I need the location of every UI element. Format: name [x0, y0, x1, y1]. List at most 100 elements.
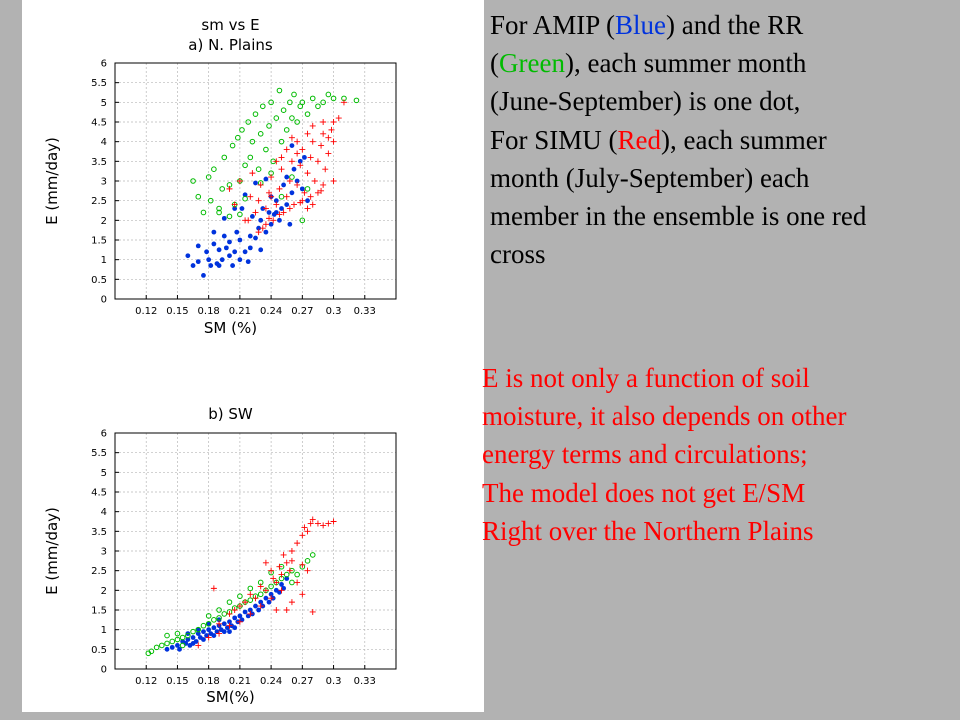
green-circle: [235, 134, 241, 141]
blue-dot: [230, 263, 236, 268]
blue-dot: [302, 155, 307, 160]
blue-dot: [305, 198, 310, 204]
green-circle: [289, 579, 295, 586]
red-cross: [268, 193, 275, 200]
green-circle: [273, 115, 280, 121]
blue-dot: [253, 235, 258, 241]
red-cross: [304, 567, 311, 574]
blue-dot: [190, 641, 196, 646]
green-circle: [245, 119, 252, 125]
red-cross: [322, 166, 329, 173]
green-circle: [207, 197, 214, 204]
series-filled-dot: [185, 143, 310, 278]
green-circle: [169, 638, 176, 645]
green-circle: [195, 626, 202, 633]
blue-dot: [164, 646, 170, 652]
blue-dot: [190, 263, 196, 268]
red-cross: [304, 130, 311, 137]
red-cross: [307, 520, 314, 527]
y-tick-label: 5.5: [91, 448, 107, 459]
red-cross: [283, 146, 290, 153]
conclusion-line3: energy terms and circulations;: [482, 439, 808, 470]
y-tick-label: 0: [101, 665, 107, 676]
red-cross: [330, 138, 337, 145]
green-circle: [237, 593, 243, 600]
blue-dot: [232, 625, 238, 631]
blue-dot: [201, 273, 206, 278]
red-cross: [273, 579, 280, 586]
red-cross: [266, 215, 273, 222]
green-circle: [330, 95, 337, 102]
blue-dot: [289, 190, 295, 196]
green-circle: [221, 611, 228, 617]
blue-dot: [277, 217, 282, 223]
x-tick-label: 0.12: [135, 306, 157, 317]
green-circle: [247, 597, 254, 603]
green-circle: [164, 632, 170, 639]
blue-dot: [232, 206, 238, 211]
blue-dot: [273, 210, 279, 215]
blue-dot: [177, 646, 182, 652]
blue-dot: [281, 182, 286, 188]
x-tick-label: 0.18: [198, 676, 220, 687]
red-cross: [205, 634, 212, 641]
green-circle: [287, 99, 293, 106]
blue-dot: [247, 245, 253, 251]
legend-line2-suffix: ), each summer month: [564, 48, 807, 79]
blue-dot: [245, 259, 251, 265]
red-cross: [309, 201, 316, 208]
blue-dot: [216, 247, 222, 253]
blue-dot: [195, 243, 201, 249]
red-cross: [245, 217, 252, 224]
y-tick-label: 2.5: [91, 566, 107, 577]
blue-dot: [214, 629, 220, 635]
blue-dot: [247, 233, 253, 239]
red-cross: [249, 170, 256, 177]
red-cross: [280, 209, 287, 216]
red-cross: [299, 591, 306, 598]
red-cross: [236, 603, 243, 610]
green-circle: [283, 127, 290, 133]
legend-line7: cross: [490, 239, 546, 270]
blue-dot: [195, 259, 201, 265]
green-circle: [205, 620, 212, 627]
green-circle: [247, 585, 254, 592]
green-circle: [276, 87, 283, 94]
green-circle: [185, 632, 191, 639]
blue-dot: [237, 613, 243, 619]
green-circle: [242, 195, 248, 202]
x-tick-label: 0.12: [135, 676, 157, 687]
green-circle: [255, 166, 262, 172]
red-cross: [247, 193, 254, 200]
series-filled-dot: [164, 576, 290, 652]
red-cross: [278, 587, 285, 594]
red-cross: [330, 518, 337, 525]
blue-dot: [237, 237, 243, 243]
blue-dot: [268, 221, 274, 227]
green-circle: [190, 628, 196, 635]
red-cross: [318, 142, 325, 149]
red-cross: [276, 185, 283, 192]
blue-dot: [263, 176, 269, 182]
blue-dot: [219, 257, 225, 263]
red-cross: [294, 150, 301, 157]
y-tick-label: 3.5: [91, 157, 107, 168]
blue-dot: [287, 221, 293, 227]
blue-dot: [211, 633, 217, 638]
green-circle: [268, 99, 274, 106]
blue-dot: [273, 198, 279, 204]
blue-dot: [234, 229, 240, 235]
red-cross: [226, 185, 233, 192]
y-tick-label: 4.5: [91, 488, 107, 499]
red-cross: [273, 607, 280, 613]
conclusion-line4: The model does not get E/SM: [482, 477, 806, 508]
red-cross: [307, 154, 314, 161]
green-circle: [249, 138, 256, 145]
red-cross: [314, 189, 321, 196]
green-circle: [216, 209, 222, 216]
red-cross: [340, 99, 347, 106]
green-circle: [294, 571, 300, 578]
red-cross: [231, 607, 238, 613]
red-cross: [311, 178, 318, 184]
red-cross: [270, 575, 277, 582]
